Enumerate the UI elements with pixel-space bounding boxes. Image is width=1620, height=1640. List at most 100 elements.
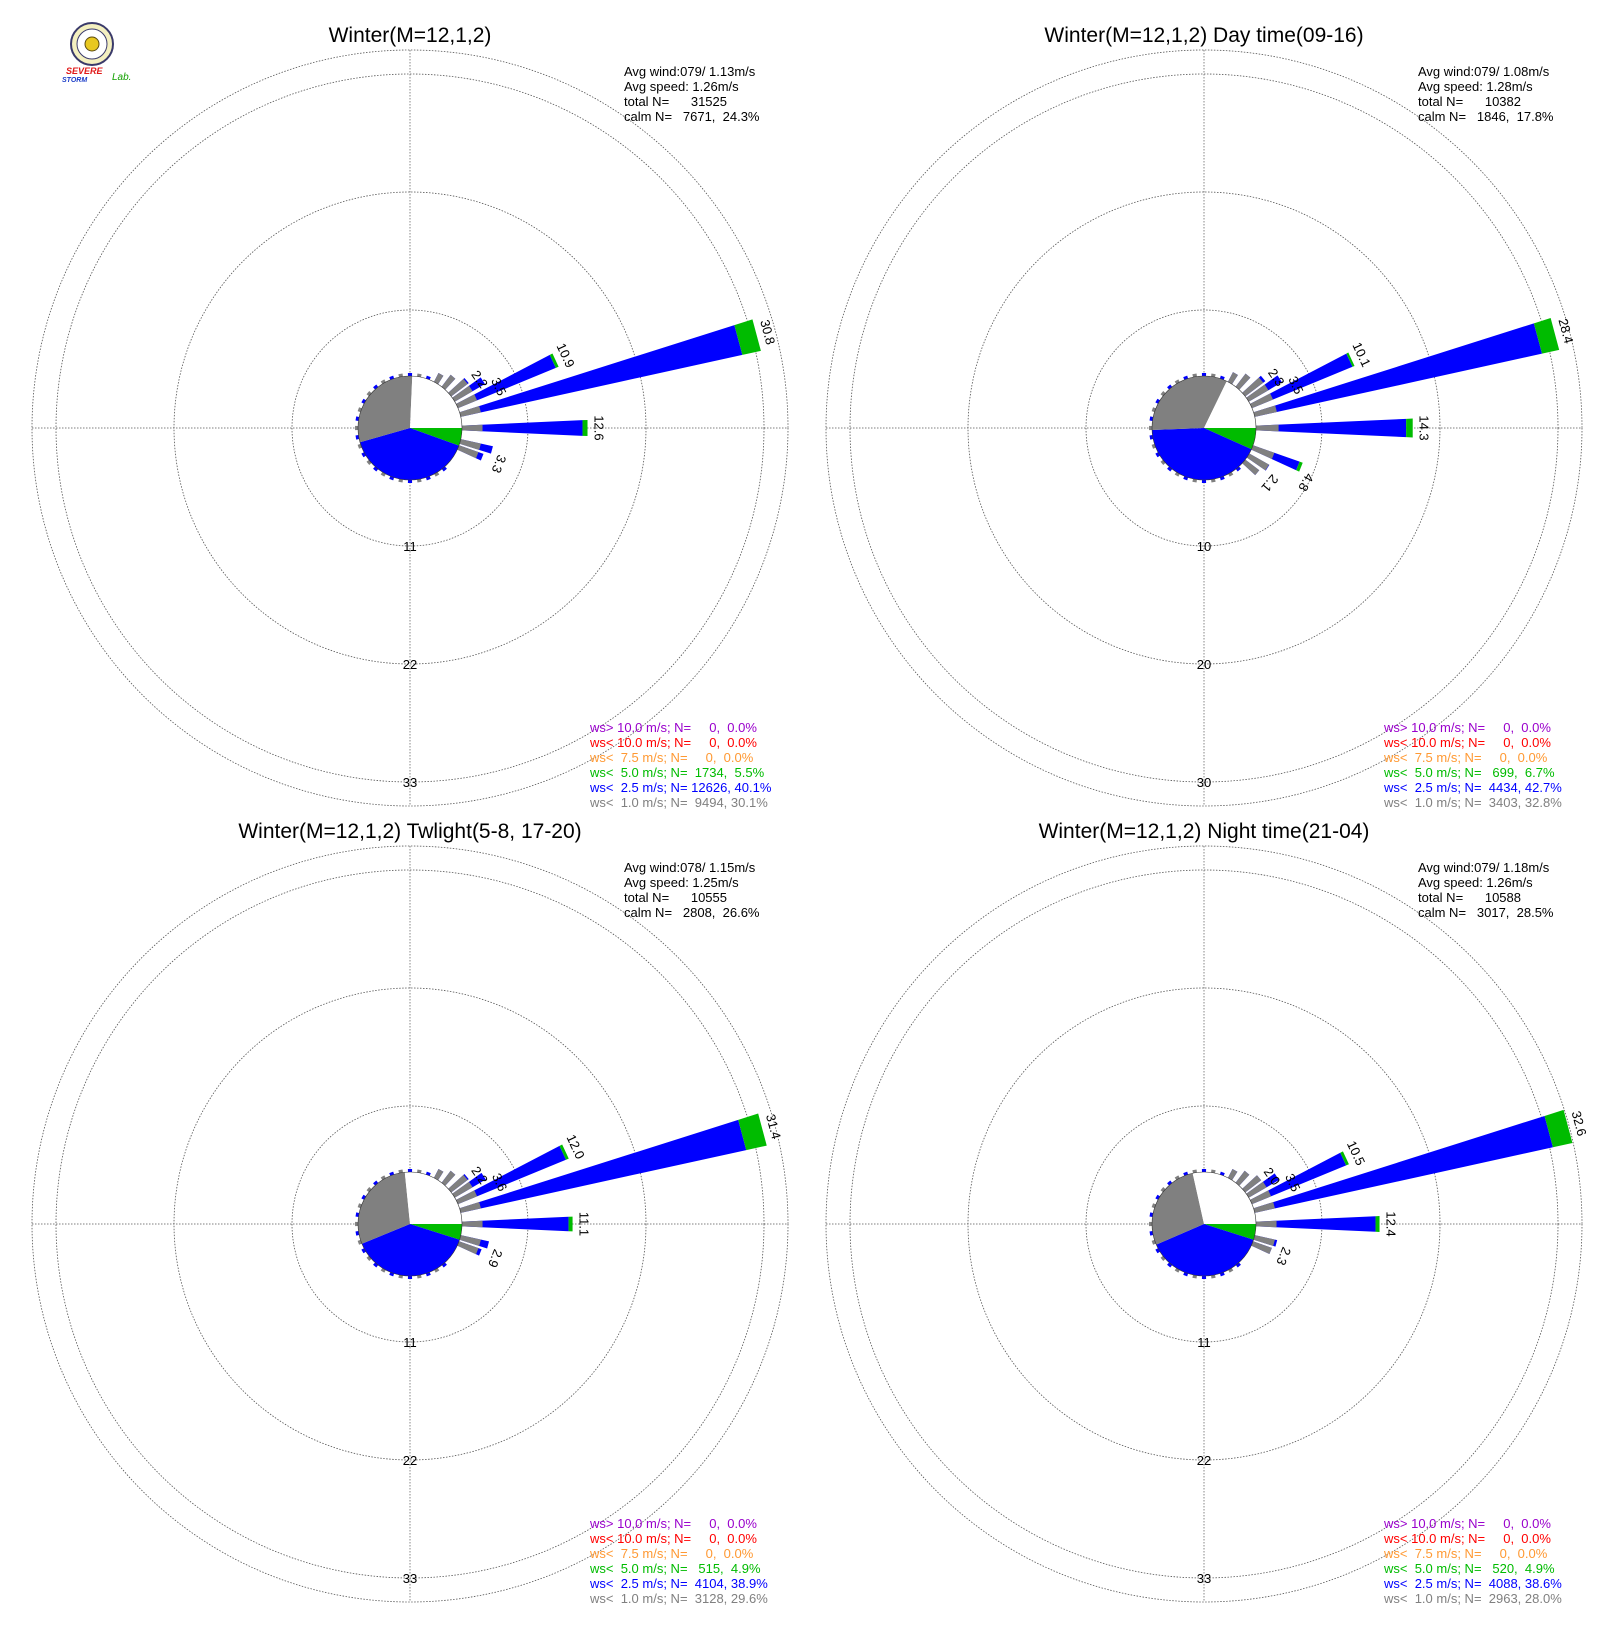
minor-petal	[1149, 435, 1154, 440]
petal-gray-50	[1242, 377, 1264, 397]
calm-sector-white	[410, 376, 462, 428]
calm-sector-blue	[361, 1224, 460, 1277]
legend-purple: ws> 10.0 m/s; N= 0, 0.0%	[589, 1516, 757, 1531]
minor-petal	[361, 452, 366, 458]
legend-blue: ws< 2.5 m/s; N= 4434, 42.7%	[1383, 780, 1562, 795]
stats-line-2: Avg speed: 1.26m/s	[1418, 875, 1533, 890]
petal-gray-50	[448, 1174, 468, 1193]
minor-petal	[417, 1169, 422, 1174]
windrose-panel-2: 1020302.33.510.128.414.34.82.1Winter(M=1…	[825, 24, 1583, 810]
legend-blue: ws< 2.5 m/s; N= 4088, 38.6%	[1383, 1576, 1562, 1591]
petal-blue-75	[459, 325, 743, 417]
legend-orange: ws< 7.5 m/s; N= 0, 0.0%	[589, 750, 754, 765]
stats-line-3: total N= 10555	[624, 890, 727, 905]
legend-green: ws< 5.0 m/s; N= 520, 4.9%	[1383, 1561, 1555, 1576]
minor-petal	[441, 1262, 447, 1268]
legend-orange: ws< 7.5 m/s; N= 0, 0.0%	[1383, 750, 1548, 765]
minor-petal	[355, 425, 359, 431]
petal-gray-112	[457, 445, 479, 459]
bar-label-4: 30.8	[757, 318, 778, 346]
petal-blue-75	[459, 1119, 747, 1213]
petal-gray-75	[1253, 405, 1277, 417]
ring-label-2: 22	[1197, 1453, 1211, 1468]
minor-petal	[441, 466, 447, 472]
legend-blue: ws< 2.5 m/s; N= 4104, 38.9%	[589, 1576, 768, 1591]
calm-sector-gray	[358, 1172, 410, 1244]
minor-petal	[1211, 1274, 1216, 1279]
minor-petal	[361, 1194, 366, 1200]
petal-gray-65	[1250, 1190, 1272, 1205]
bar-label-6: 3.3	[489, 453, 510, 475]
petal-gray-90	[461, 424, 483, 432]
minor-petal	[1211, 373, 1216, 378]
minor-petal	[1211, 1169, 1216, 1174]
minor-petal	[1149, 1212, 1154, 1217]
minor-petal	[407, 479, 413, 483]
bar-label-6: 2.9	[485, 1247, 506, 1269]
stats-line-2: Avg speed: 1.25m/s	[624, 875, 739, 890]
legend-orange: ws< 7.5 m/s; N= 0, 0.0%	[589, 1546, 754, 1561]
bar-label-2: 3.5	[1285, 374, 1306, 397]
ring-label-2: 22	[403, 657, 417, 672]
outer-ring	[31, 49, 789, 807]
minor-petal	[373, 384, 379, 390]
minor-petal	[366, 1255, 372, 1261]
legend-purple: ws> 10.0 m/s; N= 0, 0.0%	[1383, 720, 1551, 735]
minor-petal	[366, 391, 372, 397]
petal-gray-105	[1253, 1235, 1275, 1246]
petal-gray-90	[461, 1220, 483, 1228]
petal-gray-112	[1251, 445, 1275, 460]
minor-petal	[1201, 373, 1207, 377]
minor-petal	[1192, 373, 1197, 378]
bar-label-5: 14.3	[1416, 415, 1431, 440]
petal-gray-105	[459, 1235, 481, 1246]
minor-petal	[1167, 1262, 1173, 1268]
minor-petal	[1211, 478, 1216, 483]
stats-line-1: Avg wind:079/ 1.08m/s	[1418, 64, 1550, 79]
minor-petal	[1174, 379, 1180, 384]
calm-sector-green	[410, 428, 462, 446]
bar-label-4: 28.4	[1555, 317, 1576, 345]
bar-label-2: 3.5	[1282, 1171, 1303, 1194]
minor-petal	[407, 1275, 413, 1279]
calm-sector-gray	[1152, 1173, 1204, 1245]
calm-sector-green	[1204, 1224, 1256, 1240]
legend-red: ws< 10.0 m/s; N= 0, 0.0%	[1383, 1531, 1551, 1546]
petal-gray-50	[1242, 1175, 1262, 1193]
legend-gray: ws< 1.0 m/s; N= 2963, 28.0%	[1383, 1591, 1562, 1606]
minor-petal	[1155, 1194, 1160, 1200]
petal-green-90	[1406, 418, 1413, 438]
legend-gray: ws< 1.0 m/s; N= 9494, 30.1%	[589, 795, 768, 810]
minor-petal	[1167, 1180, 1173, 1186]
legend-green: ws< 5.0 m/s; N= 699, 6.7%	[1383, 765, 1555, 780]
petal-gray-30	[1227, 372, 1238, 385]
stats-line-4: calm N= 3017, 28.5%	[1418, 905, 1554, 920]
ring-label-1: 11	[403, 539, 417, 554]
legend-green: ws< 5.0 m/s; N= 515, 4.9%	[589, 1561, 761, 1576]
severe-storm-lab-logo: SEVERE STORM Lab.	[62, 22, 131, 84]
ring-label-1: 10	[1197, 539, 1211, 554]
petal-gray-112	[457, 1241, 479, 1255]
legend-red: ws< 10.0 m/s; N= 0, 0.0%	[1383, 735, 1551, 750]
stats-line-1: Avg wind:078/ 1.15m/s	[624, 860, 756, 875]
bar-label-4: 32.6	[1569, 1109, 1590, 1137]
ring-label-3: 30	[1197, 775, 1211, 790]
minor-petal	[398, 1274, 403, 1279]
minor-petal	[1174, 1268, 1180, 1273]
petal-gray-65	[1250, 393, 1274, 409]
petal-gray-75	[1253, 1202, 1275, 1213]
minor-petal	[417, 478, 422, 483]
minor-petal	[373, 1262, 379, 1268]
outer-ring	[825, 845, 1583, 1603]
petal-blue-65	[456, 354, 556, 409]
minor-petal	[407, 373, 413, 377]
logo-word-storm: STORM	[62, 77, 87, 84]
calm-sector-white	[1192, 1172, 1256, 1224]
petal-gray-105	[459, 439, 481, 450]
minor-petal	[1160, 1255, 1166, 1261]
minor-petal	[398, 1169, 403, 1174]
stats-line-4: calm N= 2808, 26.6%	[624, 905, 760, 920]
minor-petal	[407, 1169, 413, 1173]
petal-green-90	[568, 1216, 573, 1232]
petal-green-75	[738, 1113, 767, 1151]
